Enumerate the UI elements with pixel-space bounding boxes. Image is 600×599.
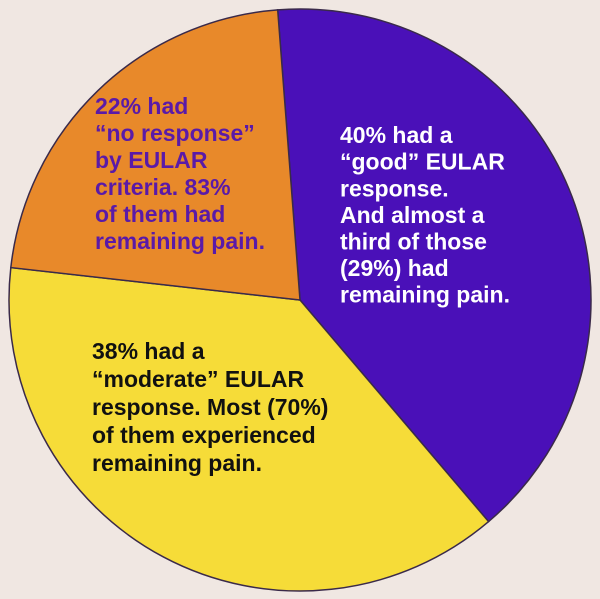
pie-slice	[8, 266, 490, 592]
slice-annotation: And almost a	[340, 202, 485, 228]
slice-annotation: 22% had	[95, 93, 188, 119]
slice-annotation: response. Most (70%)	[92, 394, 328, 420]
slice-annotation: third of those	[340, 228, 487, 254]
slice-annotation: by EULAR	[95, 147, 208, 173]
slice-annotation: “moderate” EULAR	[92, 366, 305, 392]
slice-annotation: “no response”	[95, 120, 255, 146]
slice-annotation: criteria. 83%	[95, 174, 231, 200]
slice-annotation: of them had	[95, 201, 225, 227]
slice-annotation: remaining pain.	[340, 282, 510, 308]
slice-annotation: remaining pain.	[95, 228, 265, 254]
slice-annotation: “good” EULAR	[340, 149, 505, 175]
slice-annotation: (29%) had	[340, 255, 449, 281]
slice-annotation: of them experienced	[92, 422, 316, 448]
pie-slice	[276, 8, 592, 523]
slice-annotation: 40% had a	[340, 122, 453, 148]
slice-annotation: remaining pain.	[92, 450, 262, 476]
slice-annotation: response.	[340, 175, 449, 201]
pie-slice	[9, 9, 301, 301]
slice-annotation: 38% had a	[92, 338, 205, 364]
